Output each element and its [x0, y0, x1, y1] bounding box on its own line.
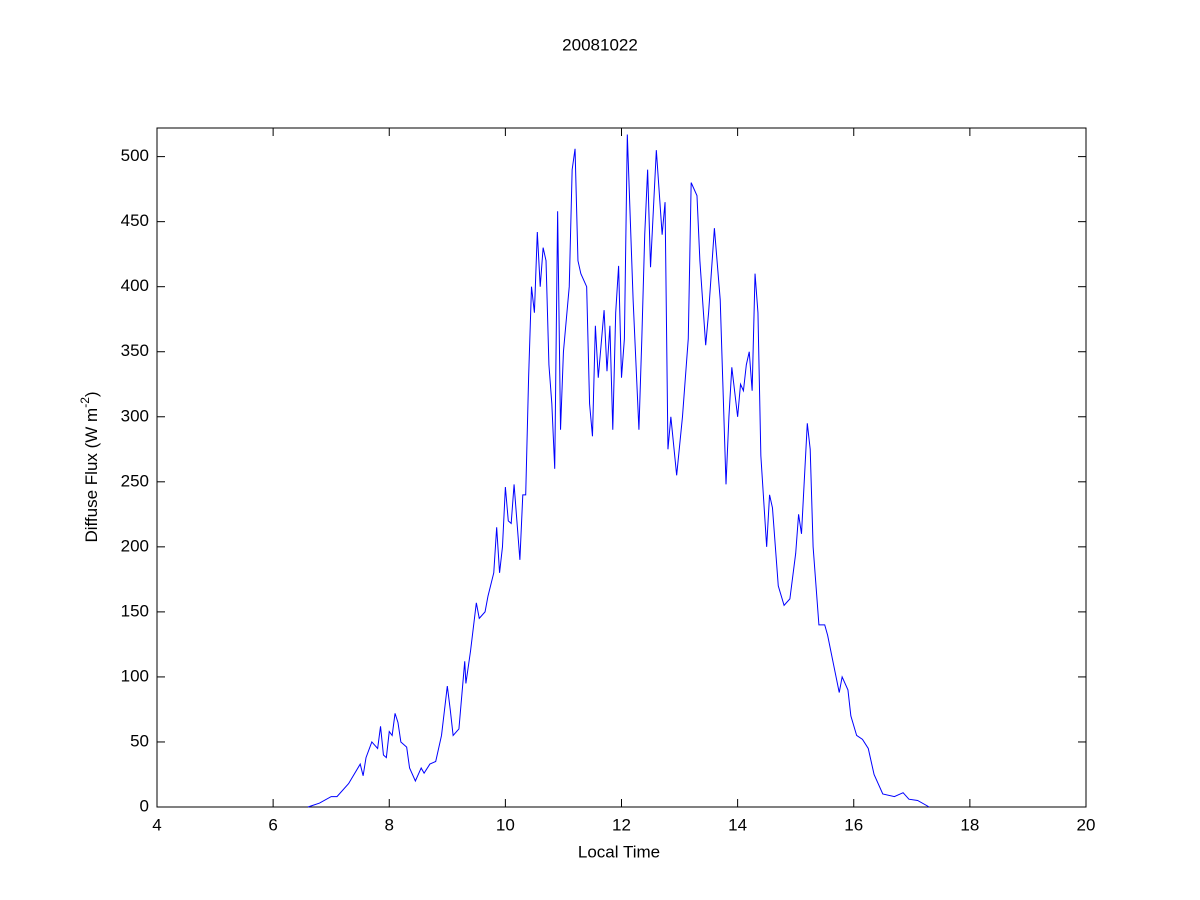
y-label-text: Diffuse Flux (W m: [82, 408, 101, 543]
data-line: [307, 134, 930, 808]
x-tick-label: 8: [385, 815, 394, 834]
plot-frame: [156, 127, 1087, 808]
y-label-superscript: -2: [78, 397, 92, 408]
y-tick-label: 300: [121, 406, 149, 425]
y-tick-label: 150: [121, 601, 149, 620]
x-tick-label: 16: [844, 815, 863, 834]
y-tick-label: 450: [121, 211, 149, 230]
x-tick-label: 14: [728, 815, 747, 834]
y-axis-label: Diffuse Flux (W m-2): [78, 391, 101, 542]
y-tick-label: 400: [121, 276, 149, 295]
y-tick-label: 350: [121, 341, 149, 360]
y-tick-label: 100: [121, 666, 149, 685]
y-tick-label: 0: [140, 796, 149, 815]
x-tick-label: 6: [268, 815, 277, 834]
y-tick-label: 250: [121, 471, 149, 490]
x-tick-label: 4: [152, 815, 161, 834]
x-tick-label: 18: [960, 815, 979, 834]
x-tick-label: 12: [612, 815, 631, 834]
y-label-suffix: ): [82, 391, 101, 397]
y-tick-label: 500: [121, 146, 149, 165]
x-tick-label: 20: [1077, 815, 1096, 834]
y-tick-label: 200: [121, 536, 149, 555]
x-tick-label: 10: [496, 815, 515, 834]
chart-title: 20081022: [562, 35, 638, 54]
y-tick-label: 50: [130, 731, 149, 750]
x-axis-label: Local Time: [578, 842, 660, 861]
